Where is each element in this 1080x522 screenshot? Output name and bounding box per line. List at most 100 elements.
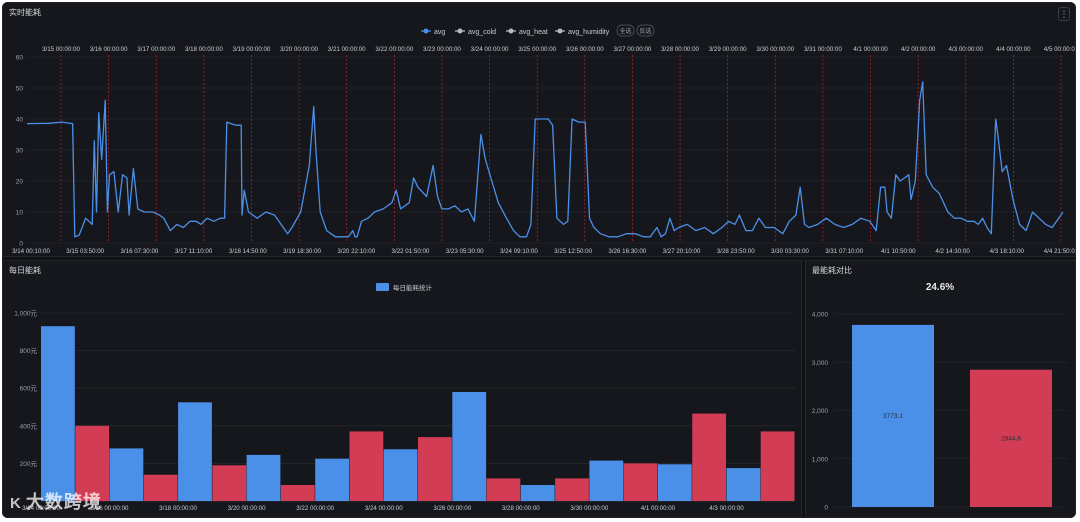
compare-title: 最能耗对比 (812, 266, 852, 275)
x-bottom-label: 3/17 11:10:00 (175, 248, 213, 255)
daily-bar (555, 478, 589, 501)
y-tick-label: 800元 (20, 347, 38, 355)
x-bottom-label: 3/15 03:50:00 (66, 248, 104, 255)
daily-bar (280, 485, 315, 501)
comparison-bar (970, 369, 1052, 507)
x-top-label: 3/19 00:00:00 (233, 46, 271, 53)
x-bottom-label: 3/25 12:50:00 (554, 248, 592, 255)
y-tick-label: 1,000元 (14, 310, 37, 318)
x-top-label: 3/21 00:00:00 (328, 46, 366, 53)
legend-label-avg_cold: avg_cold (468, 29, 496, 36)
x-top-label: 3/28 00:00:00 (661, 46, 699, 53)
y-tick-label: 0 (824, 505, 828, 512)
y-tick-label: 200元 (20, 460, 38, 468)
daily-bar (418, 437, 452, 501)
daily-bar (657, 464, 692, 501)
x-top-label: 4/4 00:00:00 (996, 46, 1031, 53)
legend-button-invert[interactable] (636, 24, 655, 37)
x-tick-label: 4/1 00:00:00 (641, 505, 676, 512)
daily-bar (349, 431, 384, 501)
daily-bar (143, 474, 178, 501)
x-bottom-label: 3/26 16:30:00 (608, 248, 646, 255)
x-tick-label: 3/26 00:00:00 (433, 505, 471, 512)
x-top-label: 4/3 00:00:00 (949, 46, 984, 53)
x-top-label: 3/16 00:00:00 (90, 46, 128, 53)
daily-bar (75, 425, 110, 501)
comparison-headline: 24.6% (926, 282, 954, 293)
y-tick-label: 60 (16, 55, 24, 62)
x-bottom-label: 3/24 09:10:00 (500, 248, 538, 255)
watermark-logo-icon: K (10, 495, 22, 512)
x-top-label: 3/17 00:00:00 (137, 46, 175, 53)
y-tick-label: 30 (16, 148, 24, 155)
x-top-label: 4/5 00:00:00 (1044, 46, 1075, 53)
x-tick-label: 3/20 00:00:00 (228, 505, 266, 512)
legend-marker-avg_humidity (557, 28, 563, 34)
x-top-label: 4/2 00:00:00 (901, 46, 936, 53)
x-tick-label: 3/14 00:00:00 (22, 505, 60, 512)
legend-label-daily: 每日能耗统计 (393, 283, 433, 292)
y-tick-label: 2,000 (812, 408, 829, 415)
x-bottom-label: 4/2 14:30:00 (935, 248, 970, 255)
daily-bar (383, 449, 418, 501)
watermark: K 大数跨境 (10, 488, 102, 514)
y-tick-label: 0 (19, 241, 23, 248)
comparison-bar (852, 324, 934, 507)
daily-panel: 每日能耗 每日能耗统计 200元 400元 600元 800元 1,000元 3/14 00… (2, 260, 802, 518)
daily-bar (520, 485, 555, 501)
y-tick-label: 20 (16, 179, 24, 186)
x-tick-label: 4/3 00:00:00 (709, 505, 744, 512)
x-bottom-label: 3/16 07:30:00 (120, 248, 158, 255)
x-top-label: 3/23 00:00:00 (423, 46, 461, 53)
daily-bar (212, 465, 247, 501)
x-tick-label: 3/22 00:00:00 (296, 505, 334, 512)
more-menu-icon[interactable]: ⋮ (1058, 7, 1070, 21)
y-tick-label: 400元 (20, 422, 38, 430)
daily-bar (246, 454, 281, 501)
legend-label-avg_heat: avg_heat (519, 29, 548, 36)
legend-marker-avg (423, 28, 429, 34)
legend-label-avg_humidity: avg_humidity (568, 29, 610, 36)
x-top-label: 3/31 00:00:00 (804, 46, 842, 53)
x-top-label: 3/20 00:00:00 (280, 46, 318, 53)
x-top-label: 3/27 00:00:00 (613, 46, 651, 53)
x-top-label: 3/30 00:00:00 (756, 46, 794, 53)
x-tick-label: 3/16 00:00:00 (91, 505, 129, 512)
x-top-label: 3/18 00:00:00 (185, 46, 223, 53)
realtime-line-chart: avg avg_cold avg_heat avg_humidity 全选 反选 0 10 20… (12, 24, 1075, 255)
daily-bar (315, 458, 349, 501)
realtime-panel: 实时能耗 ⋮ avg avg_cold avg_heat avg_humidity 全选… (2, 2, 1076, 257)
daily-bar (41, 326, 75, 501)
x-bottom-label: 3/31 07:10:00 (825, 248, 863, 255)
x-bottom-label: 4/1 10:50:00 (881, 248, 916, 255)
legend-button-select-all[interactable] (616, 24, 635, 37)
x-bottom-label: 4/3 18:10:00 (990, 248, 1025, 255)
compare-bar-chart: 24.6% 0 1,000 2,000 3,000 4,000 3773.1 2844.6 (812, 282, 1068, 512)
y-tick-label: 50 (16, 86, 24, 93)
y-tick-label: 10 (16, 210, 24, 217)
realtime-title: 实时能耗 (9, 8, 41, 17)
legend-marker-avg_heat (508, 28, 514, 34)
compare-panel: 最能耗对比 24.6% 0 1,000 2,000 3,000 4,000 3773.1 28… (805, 260, 1076, 518)
x-top-label: 3/26 00:00:00 (566, 46, 604, 53)
daily-bar (692, 413, 726, 501)
legend-label-avg: avg (434, 29, 445, 36)
legend-swatch-daily (376, 283, 389, 291)
x-bottom-label: 3/23 05:30:00 (446, 248, 484, 255)
daily-bar (109, 448, 144, 501)
x-bottom-label: 3/28 23:50:00 (717, 248, 755, 255)
daily-bar (760, 431, 795, 501)
x-top-label: 3/29 00:00:00 (709, 46, 747, 53)
watermark-text: 大数跨境 (25, 492, 102, 512)
y-tick-label: 4,000 (812, 312, 829, 319)
x-top-label: 3/22 00:00:00 (375, 46, 413, 53)
x-top-label: 4/1 00:00:00 (853, 46, 888, 53)
legend-button-label: 反选 (639, 27, 651, 35)
x-bottom-label: 3/30 03:30:00 (771, 248, 809, 255)
x-bottom-label: 3/27 20:10:00 (663, 248, 701, 255)
y-tick-label: 600元 (20, 385, 38, 393)
y-tick-label: 40 (16, 117, 24, 124)
x-top-label: 3/25 00:00:00 (518, 46, 556, 53)
x-tick-label: 3/30 00:00:00 (570, 505, 608, 512)
